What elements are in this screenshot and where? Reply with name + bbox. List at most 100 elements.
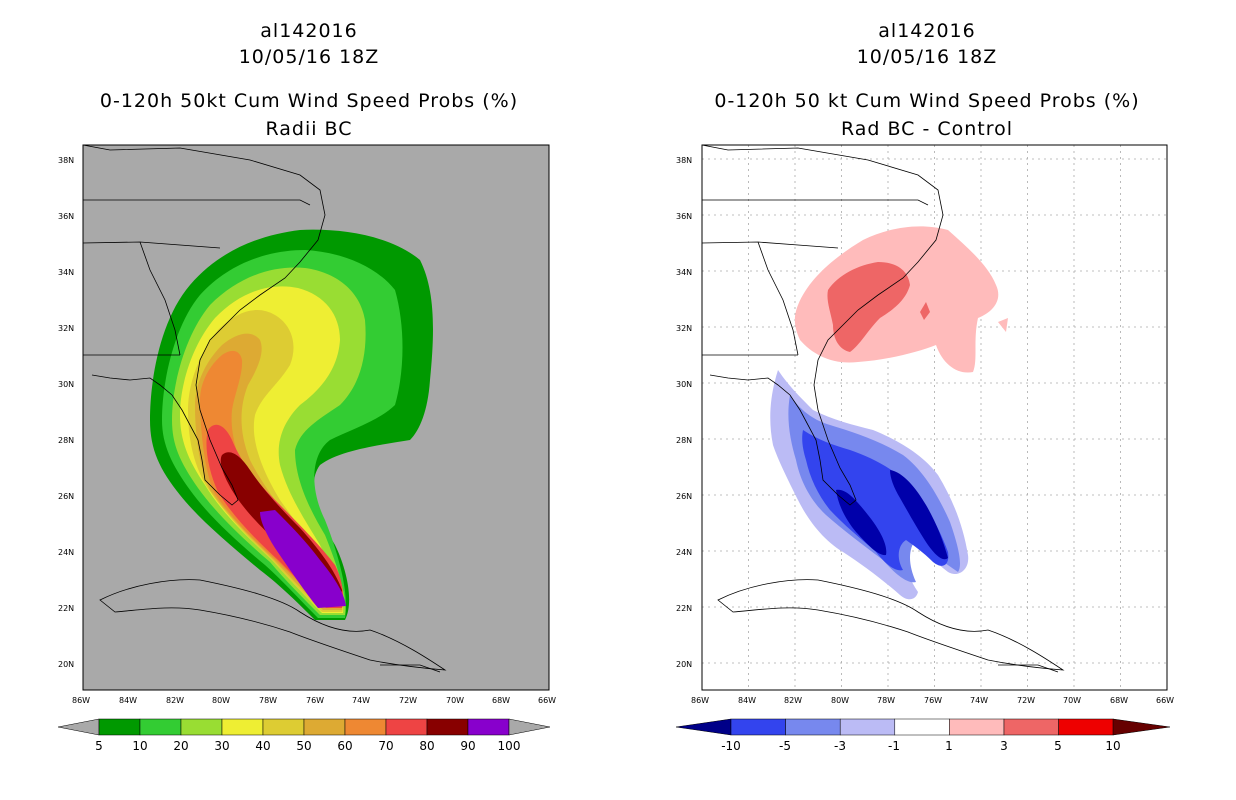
left-lon-label: 74W	[352, 696, 370, 705]
right-coastlines	[701, 144, 1065, 673]
right-lat-label: 34N	[676, 268, 692, 277]
right-lat-label: 38N	[676, 156, 692, 165]
right-lon-axis: 86W 84W 82W 80W 78W 76W 74W 72W 70W 68W …	[691, 696, 1174, 705]
diff-pos-3-region	[827, 262, 910, 352]
right-map: 38N 36N 34N 32N 30N 28N 26N 24N 22N 20N …	[675, 144, 1174, 753]
right-lon-label: 66W	[1156, 696, 1174, 705]
right-colorbar-label: 5	[1054, 739, 1062, 753]
left-colorbar-label: 10	[132, 739, 147, 753]
left-lat-label: 26N	[58, 492, 74, 501]
left-colorbar-swatch	[180, 718, 223, 736]
left-colorbar-label: 80	[419, 739, 434, 753]
left-colorbar-swatch	[385, 718, 428, 736]
right-title-product: 0-120h 50 kt Cum Wind Speed Probs (%)	[714, 90, 1140, 112]
left-colorbar-swatch	[139, 718, 182, 736]
left-lat-label: 22N	[58, 604, 74, 613]
left-colorbar-swatch	[467, 718, 510, 736]
prob-90-region	[260, 510, 346, 608]
right-difference-field	[770, 226, 1008, 600]
diff-pos-3-blob	[920, 302, 930, 320]
left-colorbar-label: 50	[296, 739, 311, 753]
right-title-storm: al142016	[878, 20, 976, 42]
left-lon-label: 68W	[492, 696, 510, 705]
right-colorbar-under-arrow	[675, 718, 732, 736]
right-lon-label: 74W	[970, 696, 988, 705]
right-map-frame	[701, 144, 1168, 691]
left-colorbar-under-arrow	[57, 718, 100, 736]
left-colorbar-swatch	[221, 718, 264, 736]
left-map: 38N 36N 34N 32N 30N 28N 26N 24N 22N 20N …	[57, 144, 556, 753]
right-colorbar-swatch	[785, 718, 841, 736]
left-colorbar-swatch	[262, 718, 305, 736]
left-lon-label: 84W	[119, 696, 137, 705]
right-lon-label: 78W	[877, 696, 895, 705]
left-colorbar-swatch	[303, 718, 346, 736]
left-lon-label: 72W	[399, 696, 417, 705]
right-colorbar-swatch	[1003, 718, 1059, 736]
right-map-panel: al142016 10/05/16 18Z 0-120h 50 kt Cum W…	[618, 0, 1236, 800]
right-title-time: 10/05/16 18Z	[856, 46, 998, 68]
left-title-storm: al142016	[260, 20, 358, 42]
left-colorbar-over-arrow	[508, 718, 551, 736]
right-lat-label: 22N	[676, 604, 692, 613]
right-colorbar-swatch	[730, 718, 786, 736]
right-lon-label: 70W	[1063, 696, 1081, 705]
diff-neg-10-region-2	[890, 470, 948, 560]
left-lat-label: 30N	[58, 380, 74, 389]
left-lon-label: 86W	[72, 696, 90, 705]
left-colorbar-label: 90	[460, 739, 475, 753]
right-lon-label: 68W	[1110, 696, 1128, 705]
left-lat-label: 20N	[58, 660, 74, 669]
left-colorbar-label: 30	[214, 739, 229, 753]
right-colorbar-label: -1	[888, 739, 900, 753]
left-title-product: 0-120h 50kt Cum Wind Speed Probs (%)	[99, 90, 519, 112]
diff-neg-10-region-1	[836, 489, 887, 556]
right-lat-label: 30N	[676, 380, 692, 389]
right-lat-axis: 38N 36N 34N 32N 30N 28N 26N 24N 22N 20N	[676, 156, 692, 669]
left-colorbar-label: 100	[498, 739, 521, 753]
right-lon-label: 72W	[1017, 696, 1035, 705]
right-lon-label: 80W	[831, 696, 849, 705]
right-lon-label: 76W	[924, 696, 942, 705]
right-lat-label: 24N	[676, 548, 692, 557]
left-colorbar-label: 60	[337, 739, 352, 753]
left-lat-label: 24N	[58, 548, 74, 557]
left-colorbar-label: 70	[378, 739, 393, 753]
left-lon-label: 82W	[166, 696, 184, 705]
left-lon-label: 76W	[306, 696, 324, 705]
right-lat-label: 32N	[676, 324, 692, 333]
right-lat-label: 36N	[676, 212, 692, 221]
right-colorbar-over-arrow	[1112, 718, 1171, 736]
right-colorbar-label: 1	[945, 739, 953, 753]
left-colorbar-label: 40	[255, 739, 270, 753]
left-colorbar-swatch	[426, 718, 469, 736]
right-colorbar-label: 10	[1105, 739, 1120, 753]
right-colorbar-label: 3	[1000, 739, 1008, 753]
left-lat-label: 34N	[58, 268, 74, 277]
left-colorbar-label: 5	[95, 739, 103, 753]
right-colorbar-swatch	[1058, 718, 1114, 736]
left-lon-label: 66W	[538, 696, 556, 705]
left-lon-label: 70W	[446, 696, 464, 705]
left-lat-label: 38N	[58, 156, 74, 165]
right-lon-label: 86W	[691, 696, 709, 705]
right-lat-label: 28N	[676, 436, 692, 445]
left-title-time: 10/05/16 18Z	[238, 46, 380, 68]
left-colorbar-label: 20	[173, 739, 188, 753]
right-lon-label: 84W	[738, 696, 756, 705]
left-coastlines	[82, 144, 447, 673]
left-lat-label: 32N	[58, 324, 74, 333]
left-title-variant: Radii BC	[265, 118, 353, 140]
diff-pos-1-blob	[998, 318, 1008, 332]
left-lon-axis: 86W 84W 82W 80W 78W 76W 74W 72W 70W 68W …	[72, 696, 556, 705]
right-colorbar-label: -3	[834, 739, 846, 753]
left-colorbar: 5 10 20 30 40 50 60 70 80 90 100	[57, 718, 551, 753]
right-lat-label: 26N	[676, 492, 692, 501]
right-lon-label: 82W	[784, 696, 802, 705]
right-colorbar-swatch	[839, 718, 896, 736]
right-colorbar-label: -5	[779, 739, 791, 753]
left-lon-label: 78W	[259, 696, 277, 705]
right-colorbar-swatch	[894, 718, 950, 736]
left-colorbar-swatch	[98, 718, 141, 736]
right-colorbar: -10 -5 -3 -1 1 3 5 10	[675, 718, 1171, 753]
